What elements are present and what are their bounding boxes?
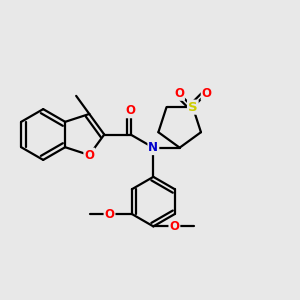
Text: O: O — [84, 148, 94, 162]
Text: O: O — [126, 104, 136, 117]
Text: N: N — [148, 141, 158, 154]
Text: S: S — [188, 101, 198, 114]
Text: O: O — [169, 220, 179, 233]
Text: O: O — [104, 208, 115, 220]
Text: O: O — [202, 87, 212, 100]
Text: O: O — [174, 87, 184, 100]
